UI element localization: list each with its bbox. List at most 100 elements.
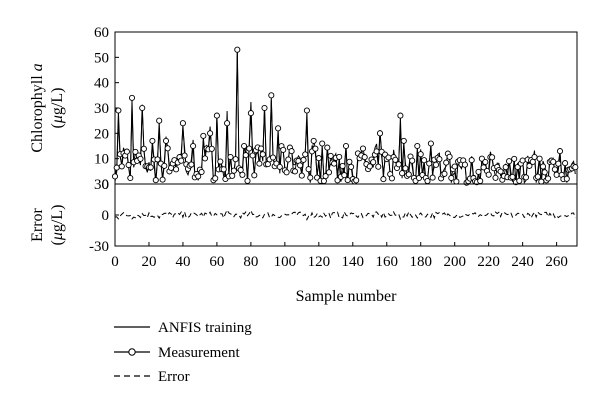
chlorophyll-y-tick-label: 60 [94, 25, 109, 41]
measurement-point [344, 177, 351, 184]
measurement-point [188, 161, 195, 168]
x-tick-label: 240 [511, 254, 534, 270]
measurement-point [448, 174, 455, 182]
measurement-point [538, 178, 545, 185]
measurement-point [207, 130, 214, 137]
legend: ANFIS training Measurement Error [114, 320, 252, 385]
measurement-point [213, 112, 220, 119]
measurement-point [125, 161, 132, 169]
x-axis-label: Sample number [296, 288, 398, 305]
measurement-point [522, 174, 530, 181]
measurement-point [366, 163, 373, 170]
measurement-point [162, 137, 170, 144]
x-tick-label: 140 [342, 254, 365, 270]
measurement-point [443, 159, 450, 166]
measurement-point [224, 120, 231, 127]
measurement-point [562, 160, 569, 167]
x-tick-label: 0 [111, 254, 119, 270]
chlorophyll-y-tick-label: 0 [102, 177, 110, 193]
chlorophyll-ylabel-mu: μ [49, 115, 66, 124]
measurement-point [161, 162, 168, 169]
error-y-tick-label: 30 [94, 177, 109, 193]
measurement-point [241, 142, 248, 150]
measurement-point [477, 177, 484, 185]
measurement-point [132, 148, 139, 155]
x-tick-label: 60 [209, 254, 224, 270]
measurement-point [550, 158, 557, 165]
measurement-point [147, 164, 154, 171]
measurement-point [247, 110, 254, 117]
measurement-point [310, 137, 317, 144]
measurement-point [468, 157, 475, 164]
measurement-point [325, 169, 333, 176]
measurement-point [217, 158, 224, 165]
measurement-point [297, 162, 304, 169]
x-tick-label: 20 [141, 254, 156, 270]
measurement-point [553, 171, 560, 178]
measurement-point [298, 172, 305, 179]
measurement-point [118, 163, 125, 170]
measurement-point [526, 162, 533, 169]
measurement-point [246, 145, 253, 152]
chlorophyll-y-tick-label: 20 [94, 126, 109, 142]
measurement-point [373, 148, 380, 155]
chlorophyll-ylabel-line1: Chlorophyll a [29, 63, 46, 152]
measurement-point [475, 168, 482, 175]
measurement-point [259, 151, 266, 158]
measurement-point [453, 178, 460, 185]
legend-label-anfis: ANFIS training [158, 320, 252, 336]
measurement-point [244, 177, 251, 184]
measurement-point [409, 157, 416, 164]
measurement-point [361, 154, 368, 161]
measurement-point [232, 156, 239, 163]
measurement-point [492, 174, 499, 181]
measurement-point [201, 155, 209, 162]
measurement-point [305, 166, 312, 173]
measurement-point [123, 148, 130, 155]
measurement-point [195, 173, 202, 180]
measurement-point [341, 172, 348, 179]
legend-swatch-measurement-marker [128, 348, 136, 356]
measurement-point [111, 173, 119, 180]
measurement-point [256, 160, 263, 167]
chlorophyll-ylabel-italic-a: a [29, 63, 46, 71]
x-tick-label: 180 [409, 254, 432, 270]
measurement-point [395, 161, 402, 168]
x-tick-label: 100 [274, 254, 297, 270]
measurement-point [417, 151, 424, 158]
measurement-point [509, 173, 516, 180]
measurement-point [227, 153, 234, 161]
measurement-point [480, 164, 487, 171]
measurement-point [127, 174, 134, 182]
chlorophyll-y-tick-label: 50 [94, 50, 109, 66]
x-tick-label: 220 [477, 254, 500, 270]
measurement-point [556, 148, 564, 155]
measurement-point [137, 155, 144, 162]
measurement-point [303, 107, 310, 114]
x-tick-label: 260 [545, 254, 568, 270]
measurement-point [315, 155, 322, 162]
measurement-point [159, 176, 166, 183]
measurement-point [502, 164, 509, 171]
measurement-point [375, 163, 382, 170]
measurement-point [342, 142, 350, 150]
measurement-point [115, 107, 122, 114]
measurement-point [249, 152, 256, 159]
chlorophyll-ylabel-open-paren: ( [49, 123, 66, 128]
error-ylabel-unit: g/L) [49, 205, 66, 233]
measurement-point [482, 158, 489, 166]
measurement-point [283, 169, 290, 176]
measurement-point [173, 166, 180, 173]
measurement-point [198, 168, 205, 176]
x-tick-label: 160 [376, 254, 399, 270]
measurement-point [497, 168, 504, 175]
measurement-point [164, 145, 171, 152]
measurement-point [555, 160, 562, 167]
measurement-point [536, 155, 543, 162]
chlorophyll-y-tick-label: 10 [94, 152, 109, 168]
measurement-point [572, 164, 579, 171]
chlorophyll-ylabel-unit: g/L) [49, 88, 66, 116]
measurement-point [516, 177, 523, 184]
